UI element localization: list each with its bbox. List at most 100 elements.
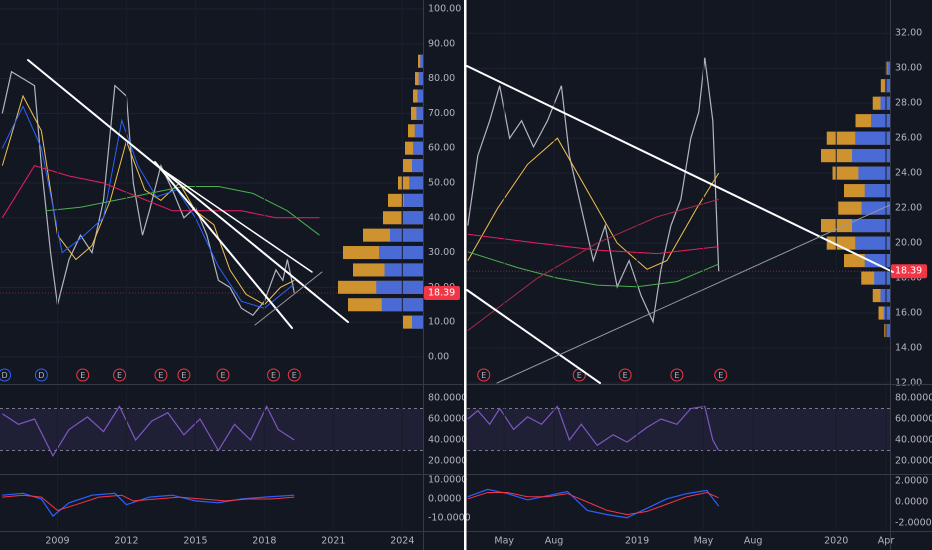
y-tick-label: 40.0000 bbox=[428, 435, 467, 446]
volume-profile-inner bbox=[390, 228, 423, 242]
y-tick-label: 32.00 bbox=[895, 28, 922, 39]
y-tick-label: 80.0000 bbox=[428, 393, 467, 404]
trend-lines bbox=[27, 59, 894, 384]
y-tick-label: -2.0000 bbox=[895, 517, 932, 528]
series-line bbox=[467, 233, 719, 255]
event-marker bbox=[0, 368, 12, 382]
volume-profile-inner bbox=[864, 254, 890, 268]
event-marker bbox=[113, 368, 127, 382]
volume-profile-inner bbox=[403, 193, 423, 207]
event-marker bbox=[477, 368, 491, 382]
series-line bbox=[1, 165, 320, 219]
layout-divider bbox=[464, 0, 467, 550]
event-label: E bbox=[80, 371, 85, 380]
trend-line bbox=[27, 59, 349, 323]
volume-profile-inner bbox=[871, 114, 890, 128]
last-price-box bbox=[891, 264, 927, 279]
volume-profile-inner bbox=[413, 141, 423, 155]
volume-profile-inner bbox=[384, 263, 423, 277]
y-tick-label: 0.0000 bbox=[895, 496, 928, 507]
volume-profile-inner bbox=[418, 72, 423, 86]
volume-profile-inner bbox=[861, 201, 890, 215]
y-tick-label: 20.0000 bbox=[895, 456, 932, 467]
y-tick-label: 40.00 bbox=[428, 212, 455, 223]
rsi-band bbox=[0, 408, 423, 451]
volume-profile-inner bbox=[409, 176, 423, 190]
y-tick-label: 90.00 bbox=[428, 38, 455, 49]
series-line bbox=[467, 251, 719, 288]
series-line bbox=[467, 488, 720, 519]
event-marker bbox=[267, 368, 281, 382]
event-label: D bbox=[38, 371, 44, 380]
rsi-band bbox=[467, 408, 890, 451]
event-label: E bbox=[481, 371, 486, 380]
y-tick-label: 24.00 bbox=[895, 168, 922, 179]
volume-profile-inner bbox=[887, 61, 890, 75]
y-tick-label: 80.0000 bbox=[895, 393, 932, 404]
volume-profile-inner bbox=[883, 306, 890, 320]
y-tick-label: 20.00 bbox=[895, 238, 922, 249]
trend-line bbox=[466, 289, 601, 384]
trend-line bbox=[466, 65, 894, 273]
x-tick-label: Aug bbox=[545, 536, 564, 547]
pane bbox=[467, 405, 720, 451]
event-label: E bbox=[220, 371, 225, 380]
event-marker bbox=[76, 368, 90, 382]
x-tick-label: 2024 bbox=[390, 536, 414, 547]
trend-line bbox=[159, 167, 313, 273]
y-tick-label: 10.0000 bbox=[428, 474, 467, 485]
volume-profile-inner bbox=[416, 106, 423, 120]
x-tick-label: 2018 bbox=[252, 536, 276, 547]
pane bbox=[467, 488, 720, 519]
y-tick-label: 26.00 bbox=[895, 133, 922, 144]
x-tick-label: 2009 bbox=[45, 536, 69, 547]
y-tick-label: 70.00 bbox=[428, 108, 455, 119]
event-marker bbox=[216, 368, 230, 382]
pane bbox=[467, 57, 720, 331]
event-marker bbox=[287, 368, 301, 382]
series-line bbox=[467, 137, 720, 270]
series-line bbox=[1, 105, 295, 309]
y-tick-label: 40.0000 bbox=[895, 435, 932, 446]
volume-profile-inner bbox=[412, 159, 423, 173]
volume-profile-inner bbox=[855, 236, 890, 250]
last-price-label: 18.39 bbox=[428, 287, 455, 298]
x-tick-label: Apr bbox=[878, 536, 895, 547]
volume-profile-inner bbox=[379, 246, 423, 260]
volume-profile-inner bbox=[412, 315, 423, 329]
y-tick-label: 0.0000 bbox=[428, 493, 461, 504]
volume-profile-inner bbox=[864, 184, 890, 198]
volume-profile-inner bbox=[852, 219, 890, 233]
y-tick-label: 30.00 bbox=[895, 63, 922, 74]
volume-profile-inner bbox=[414, 124, 423, 138]
last-price-label: 18.39 bbox=[895, 266, 922, 277]
y-tick-label: 28.00 bbox=[895, 98, 922, 109]
x-tick-label: Aug bbox=[744, 536, 763, 547]
volume-profile-inner bbox=[420, 54, 423, 68]
y-tick-label: 2.0000 bbox=[895, 475, 928, 486]
series-line bbox=[1, 405, 295, 458]
event-label: E bbox=[181, 371, 186, 380]
event-label: E bbox=[623, 371, 628, 380]
series-line bbox=[467, 198, 719, 331]
x-tick-label: 2020 bbox=[824, 536, 848, 547]
trend-line bbox=[496, 204, 891, 384]
event-marker bbox=[714, 368, 728, 382]
event-label: E bbox=[292, 371, 297, 380]
event-marker bbox=[154, 368, 168, 382]
pane bbox=[1, 405, 295, 458]
volume-profile-inner bbox=[880, 288, 890, 303]
y-tick-label: 10.00 bbox=[428, 317, 455, 328]
series-line bbox=[467, 57, 720, 324]
x-tick-label: 2015 bbox=[183, 536, 207, 547]
event-label: E bbox=[158, 371, 163, 380]
event-label: E bbox=[577, 371, 582, 380]
volume-profile-inner bbox=[886, 323, 890, 338]
y-tick-label: 100.00 bbox=[428, 4, 461, 15]
y-tick-label: 14.00 bbox=[895, 343, 922, 354]
x-tick-label: May bbox=[694, 536, 714, 547]
volume-profile-inner bbox=[376, 280, 423, 294]
last-price-box bbox=[424, 285, 460, 300]
volume-profile-inner bbox=[855, 131, 890, 145]
